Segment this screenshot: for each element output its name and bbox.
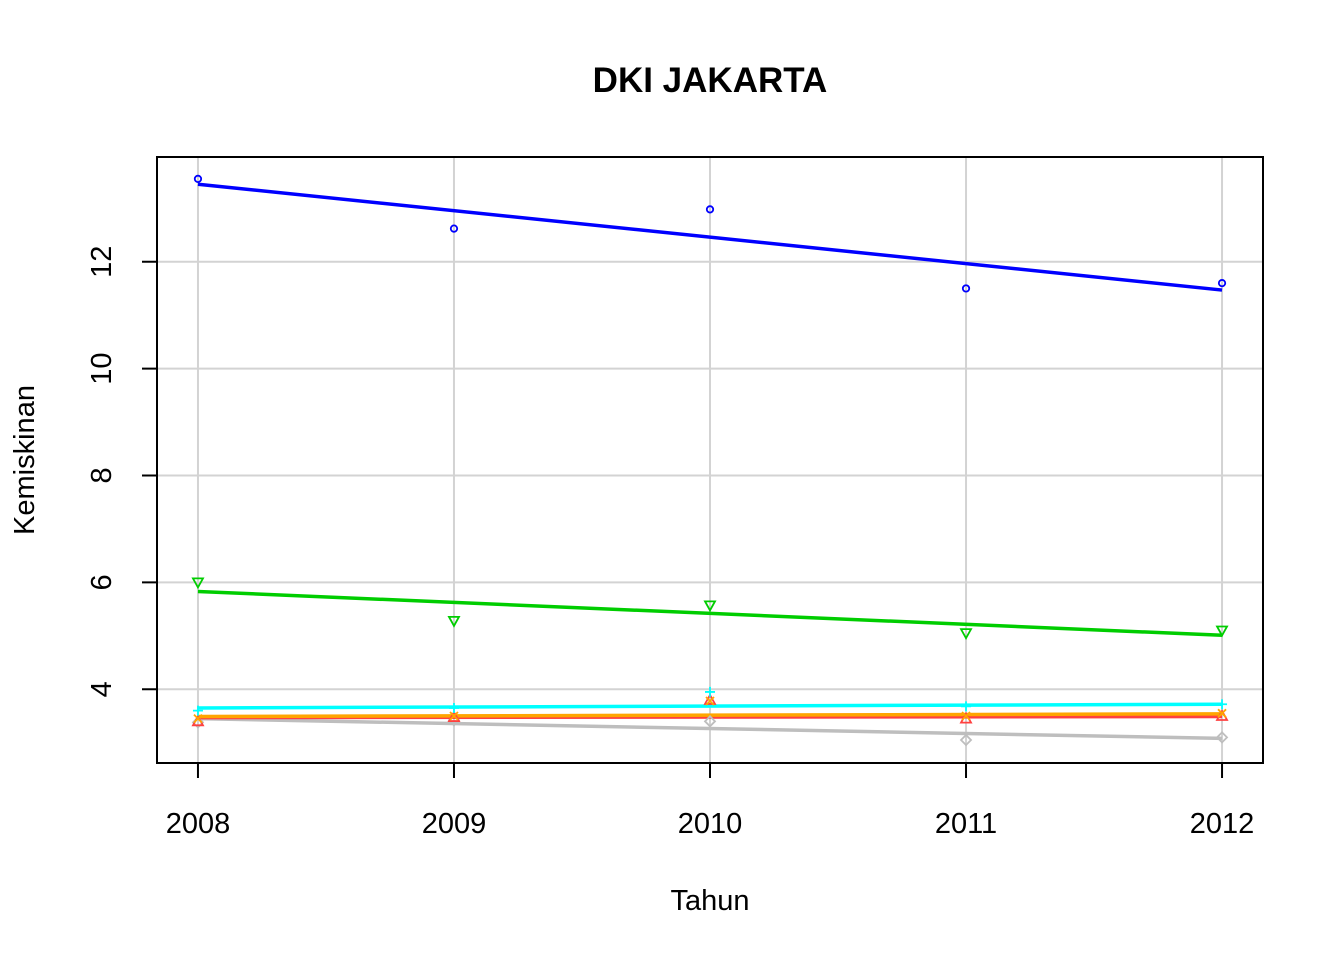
data-point: [703, 715, 717, 728]
data-point: [705, 205, 715, 214]
data-point: [193, 714, 203, 724]
data-point: [959, 733, 973, 747]
data-point: [447, 615, 461, 628]
x-axis: 2008 2009 2010 2011 2012: [166, 762, 1255, 840]
trend-line: [197, 716, 1223, 741]
y-tick-label: 10: [86, 352, 118, 384]
data-point: [705, 686, 715, 697]
trend-line: [197, 182, 1223, 292]
data-point: [193, 174, 203, 184]
data-point: [449, 711, 459, 721]
trend-line: [197, 702, 1223, 710]
y-tick-label: 8: [86, 467, 118, 483]
y-tick-label: 6: [86, 574, 118, 590]
data-point: [448, 702, 459, 713]
data-point: [191, 577, 205, 590]
data-point: [449, 224, 459, 233]
data-point: [1217, 279, 1227, 288]
x-tick-label: 2012: [1190, 808, 1255, 840]
data-point: [961, 284, 971, 293]
chart-title: DKI JAKARTA: [593, 61, 828, 100]
data-point: [1217, 699, 1228, 710]
x-axis-label: Tahun: [670, 885, 749, 917]
data-points: [191, 174, 1229, 747]
y-axis: 4 6 8 10 12: [86, 246, 158, 697]
data-point: [1217, 708, 1227, 718]
data-point: [703, 600, 717, 613]
data-point: [959, 628, 973, 640]
data-point: [1215, 625, 1229, 638]
data-point: [961, 711, 971, 721]
trend-line: [197, 589, 1223, 638]
x-tick-label: 2010: [678, 808, 743, 840]
x-tick-label: 2011: [935, 808, 997, 840]
data-point: [961, 701, 972, 712]
y-tick-label: 12: [86, 246, 118, 278]
x-tick-label: 2009: [422, 808, 487, 840]
data-point: [192, 705, 203, 716]
grid: [157, 157, 1263, 763]
y-axis-label: Kemiskinan: [9, 385, 41, 535]
data-point: [1215, 731, 1229, 744]
x-tick-label: 2008: [166, 808, 231, 840]
y-tick-label: 4: [86, 681, 118, 697]
data-point: [705, 696, 715, 706]
data-point: [447, 710, 461, 722]
